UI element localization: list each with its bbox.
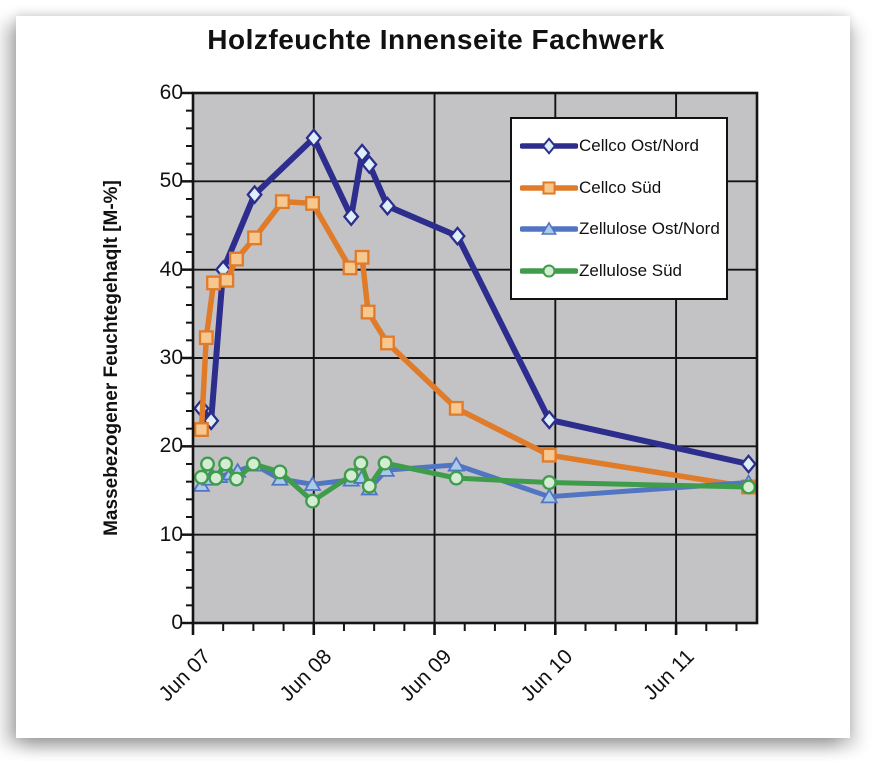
marker-square: [274, 194, 290, 210]
marker-square: [360, 304, 376, 320]
marker-square: [305, 195, 321, 211]
marker-circle: [272, 464, 288, 480]
marker-diamond: [246, 184, 263, 205]
marker-circle: [541, 475, 557, 491]
marker-diamond: [361, 154, 378, 175]
marker-diamond: [342, 206, 360, 227]
legend-line-sample-cellco-ost-nord: [520, 137, 578, 155]
marker-square: [219, 272, 235, 288]
marker-triangle: [541, 221, 557, 236]
marker-square: [194, 422, 209, 438]
legend-label: Zellulose Ost/Nord: [579, 219, 720, 239]
marker-square: [354, 249, 370, 265]
marker-triangle: [447, 456, 466, 472]
marker-circle: [377, 455, 393, 471]
marker-diamond: [379, 196, 396, 217]
marker-square: [206, 275, 221, 291]
marker-square: [247, 230, 263, 246]
y-axis-tick-label: 10: [159, 522, 183, 546]
marker-diamond: [449, 226, 466, 247]
legend-item-zellulose-sued: Zellulose Süd: [520, 261, 726, 281]
marker-circle: [353, 455, 369, 471]
marker-square: [229, 251, 244, 267]
series-line: [199, 135, 750, 467]
marker-circle: [194, 469, 209, 485]
y-axis-tick-label: 60: [159, 81, 183, 104]
marker-triangle: [540, 488, 559, 504]
y-axis-tick-label: 30: [159, 346, 183, 369]
legend: Cellco Ost/Nord Cellco Süd Zellulose Ost…: [510, 117, 728, 300]
marker-diamond: [540, 409, 558, 430]
marker-circle: [245, 456, 261, 472]
marker-diamond: [305, 128, 323, 149]
y-axis-tick-label: 20: [159, 434, 183, 458]
marker-diamond: [740, 453, 757, 475]
marker-circle: [361, 478, 377, 494]
legend-item-cellco-sued: Cellco Süd: [520, 178, 726, 198]
y-axis-tick-label: 0: [171, 611, 183, 634]
y-axis-tick-label: 40: [159, 257, 183, 281]
marker-circle: [741, 479, 756, 495]
marker-square: [541, 447, 557, 463]
marker-circle: [229, 471, 244, 487]
legend-line-sample-zellulose-ost-nord: [520, 221, 578, 236]
marker-diamond: [541, 137, 557, 155]
marker-diamond: [353, 143, 371, 164]
series-zellulose-s-d: [194, 455, 756, 509]
chart-title: Holzfeuchte Innenseite Fachwerk: [207, 24, 665, 55]
legend-label: Zellulose Süd: [579, 261, 683, 281]
marker-triangle: [303, 475, 322, 491]
marker-circle: [218, 456, 234, 472]
marker-square: [342, 260, 358, 276]
marker-square: [198, 330, 214, 346]
marker-circle: [448, 470, 464, 486]
legend-item-zellulose-ost-nord: Zellulose Ost/Nord: [520, 219, 726, 239]
marker-circle: [305, 493, 321, 509]
legend-label: Cellco Süd: [579, 177, 662, 197]
marker-circle: [542, 264, 556, 278]
legend-item-cellco-ost-nord: Cellco Ost/Nord: [520, 136, 726, 156]
marker-square: [542, 181, 556, 195]
marker-square: [379, 335, 395, 351]
legend-line-sample-cellco-sued: [520, 181, 578, 195]
series-cellco-ost-nord: [193, 128, 757, 475]
marker-circle: [343, 468, 359, 483]
legend-line-sample-zellulose-sued: [520, 264, 578, 278]
marker-square: [448, 400, 464, 416]
y-axis-tick-label: 50: [159, 169, 183, 193]
legend-label: Cellco Ost/Nord: [579, 135, 699, 155]
marker-circle: [208, 470, 224, 486]
marker-circle: [200, 456, 215, 472]
